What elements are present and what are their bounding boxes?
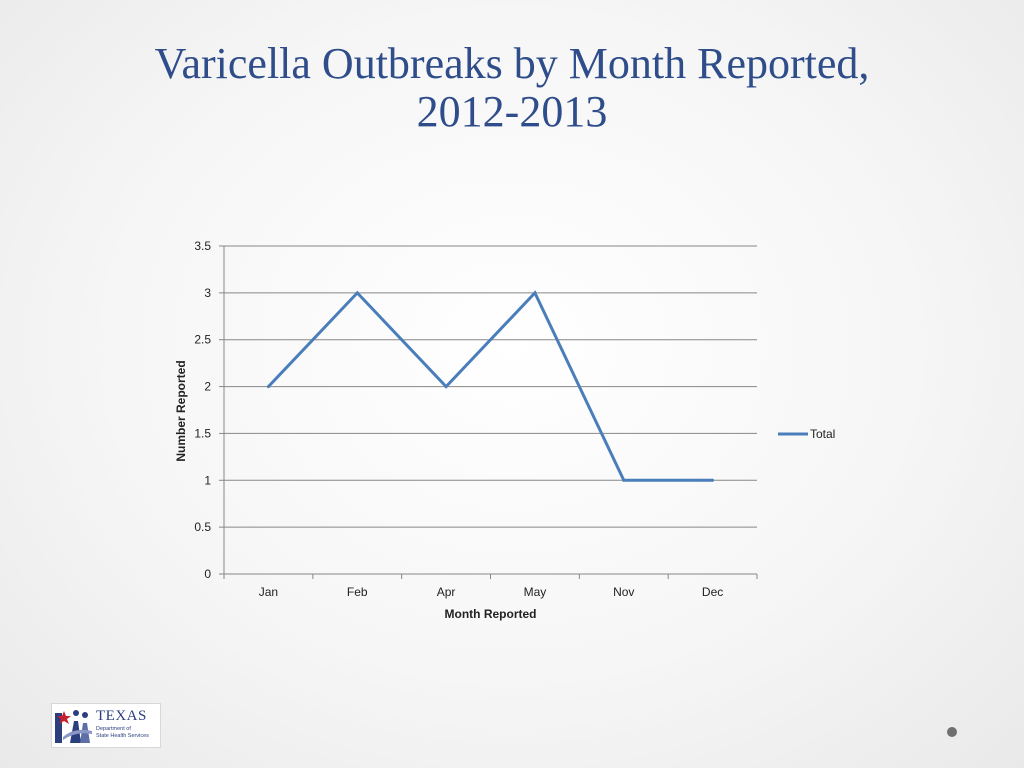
data-point [266,385,270,389]
y-tick-label: 3.5 [194,239,211,253]
data-point [355,291,359,295]
data-point [533,291,537,295]
x-axis-title: Month Reported [445,607,537,621]
axes [219,245,758,579]
x-tick-label: Feb [347,585,368,599]
x-tick-label: Dec [702,585,723,599]
y-tick-label: 2 [204,380,211,394]
logo-subtitle-line2: State Health Services [96,733,149,739]
x-tick-label: Jan [259,585,278,599]
x-tick-label: Apr [437,585,456,599]
series-layer [266,290,715,482]
slide-title: Varicella Outbreaks by Month Reported, 2… [60,40,964,136]
logo-subtitle: Department of State Health Services [96,726,160,740]
y-tick-label: 1.5 [194,426,211,440]
x-tick-label: May [524,585,547,599]
y-tick-label: 0.5 [194,520,211,534]
series-line-total [267,290,713,482]
logo-wordmark: TEXAS [96,708,147,724]
labels: 0 0.5 1 1.5 2 2.5 3 3.5 Jan Feb Apr May Nov Dec Month … [174,239,723,621]
legend-label: Total [810,427,835,441]
data-point [622,478,626,482]
texas-logo-icon [55,710,92,743]
slide-title-line1: Varicella Outbreaks by Month Reported, [154,39,870,88]
logo-subtitle-line1: Department of [96,726,131,732]
y-tick-label: 1 [204,473,211,487]
y-axis-title: Number Reported [174,360,188,461]
data-point [711,478,715,482]
x-tick-label: Nov [613,585,634,599]
legend: Total [778,427,835,441]
gridlines [224,245,757,528]
slide-title-line2: 2012-2013 [416,87,608,136]
y-tick-label: 2.5 [194,333,211,347]
texas-dshs-logo: TEXAS Department of State Health Service… [51,703,161,748]
slide-indicator-dot [947,727,957,737]
data-point [444,385,448,389]
y-tick-label: 0 [204,567,211,581]
y-tick-label: 3 [204,286,211,300]
